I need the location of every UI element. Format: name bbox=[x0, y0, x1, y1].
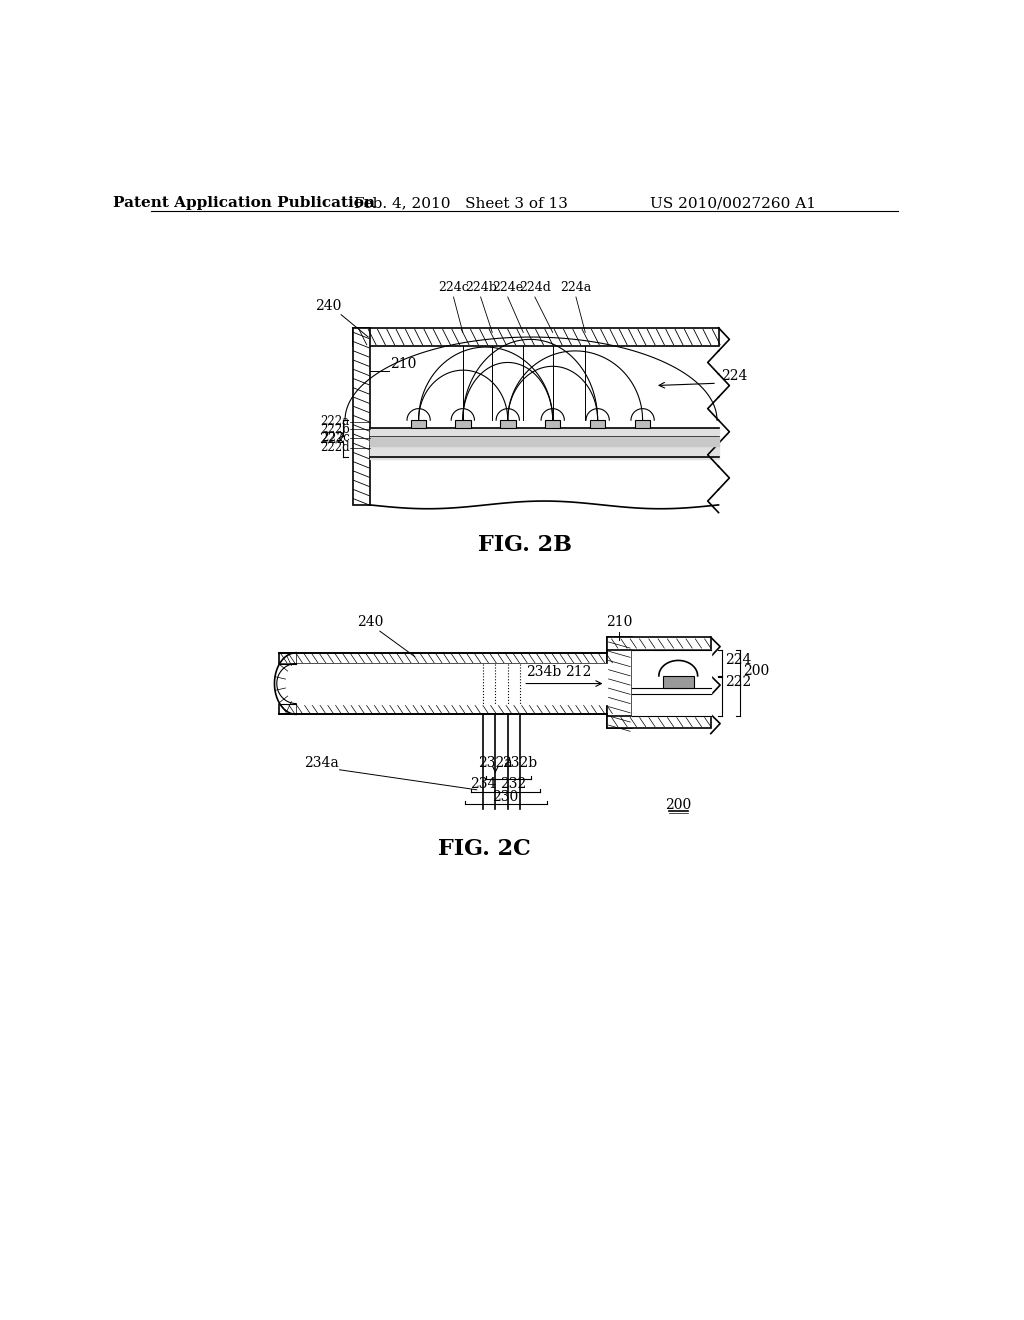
Text: 200: 200 bbox=[742, 664, 769, 678]
Text: 222a: 222a bbox=[321, 416, 349, 428]
Polygon shape bbox=[607, 715, 711, 729]
Text: Feb. 4, 2010   Sheet 3 of 13: Feb. 4, 2010 Sheet 3 of 13 bbox=[354, 197, 568, 210]
Text: 210: 210 bbox=[606, 615, 633, 628]
Text: FIG. 2B: FIG. 2B bbox=[478, 535, 571, 556]
Text: 234a: 234a bbox=[304, 755, 339, 770]
Text: 224: 224 bbox=[725, 653, 752, 668]
Text: 240: 240 bbox=[314, 300, 341, 313]
Text: 234: 234 bbox=[470, 777, 497, 791]
Polygon shape bbox=[607, 638, 711, 649]
Text: 200: 200 bbox=[666, 799, 691, 812]
Text: 222: 222 bbox=[725, 675, 751, 689]
Text: 224e: 224e bbox=[493, 281, 523, 294]
Text: 222: 222 bbox=[318, 432, 345, 446]
Polygon shape bbox=[455, 420, 471, 428]
Text: 224b: 224b bbox=[465, 281, 497, 294]
Polygon shape bbox=[280, 653, 607, 664]
Polygon shape bbox=[411, 420, 426, 428]
Text: 224: 224 bbox=[721, 370, 748, 383]
Polygon shape bbox=[280, 704, 607, 714]
Text: 230: 230 bbox=[493, 789, 518, 804]
Polygon shape bbox=[545, 420, 560, 428]
Polygon shape bbox=[635, 420, 650, 428]
Polygon shape bbox=[590, 420, 605, 428]
Text: 232a: 232a bbox=[478, 755, 513, 770]
Text: FIG. 2C: FIG. 2C bbox=[438, 838, 530, 861]
Text: 234b: 234b bbox=[525, 665, 561, 678]
Polygon shape bbox=[663, 676, 693, 688]
Text: 222d: 222d bbox=[321, 441, 349, 454]
Polygon shape bbox=[352, 327, 719, 346]
Polygon shape bbox=[352, 327, 370, 506]
Text: 224c: 224c bbox=[438, 281, 469, 294]
Text: 240: 240 bbox=[357, 615, 384, 628]
Text: 232: 232 bbox=[500, 777, 526, 791]
Polygon shape bbox=[607, 638, 632, 729]
Text: 210: 210 bbox=[390, 356, 417, 371]
Text: Patent Application Publication: Patent Application Publication bbox=[114, 197, 375, 210]
Text: 224a: 224a bbox=[560, 281, 592, 294]
Polygon shape bbox=[500, 420, 515, 428]
Text: 222c: 222c bbox=[321, 432, 349, 445]
Text: 232b: 232b bbox=[502, 755, 537, 770]
Text: 212: 212 bbox=[565, 665, 592, 678]
Text: 222b: 222b bbox=[319, 422, 349, 436]
Text: US 2010/0027260 A1: US 2010/0027260 A1 bbox=[649, 197, 815, 210]
Text: 224d: 224d bbox=[519, 281, 551, 294]
